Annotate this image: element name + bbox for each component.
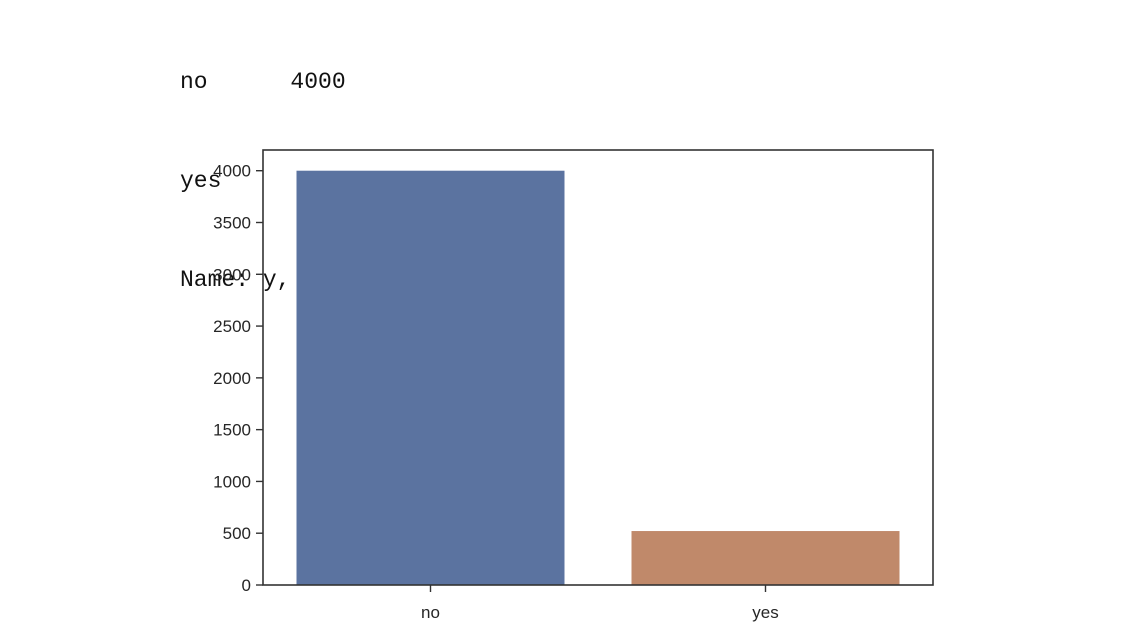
x-tick-label-yes: yes: [752, 603, 778, 622]
y-tick-label-1000: 1000: [213, 472, 251, 491]
y-tick-label-2000: 2000: [213, 369, 251, 388]
y-tick-label-500: 500: [223, 524, 251, 543]
y-tick-label-3500: 3500: [213, 214, 251, 233]
x-tick-label-no: no: [421, 603, 440, 622]
bar-yes: [631, 531, 900, 585]
y-tick-label-1500: 1500: [213, 421, 251, 440]
y-tick-label-0: 0: [242, 576, 251, 595]
y-tick-label-3000: 3000: [213, 265, 251, 284]
bar-no: [296, 170, 565, 585]
output-line-no: no 4000: [180, 69, 346, 95]
y-tick-label-2500: 2500: [213, 317, 251, 336]
y-tick-label-4000: 4000: [213, 162, 251, 181]
plot-frame: [262, 149, 934, 586]
